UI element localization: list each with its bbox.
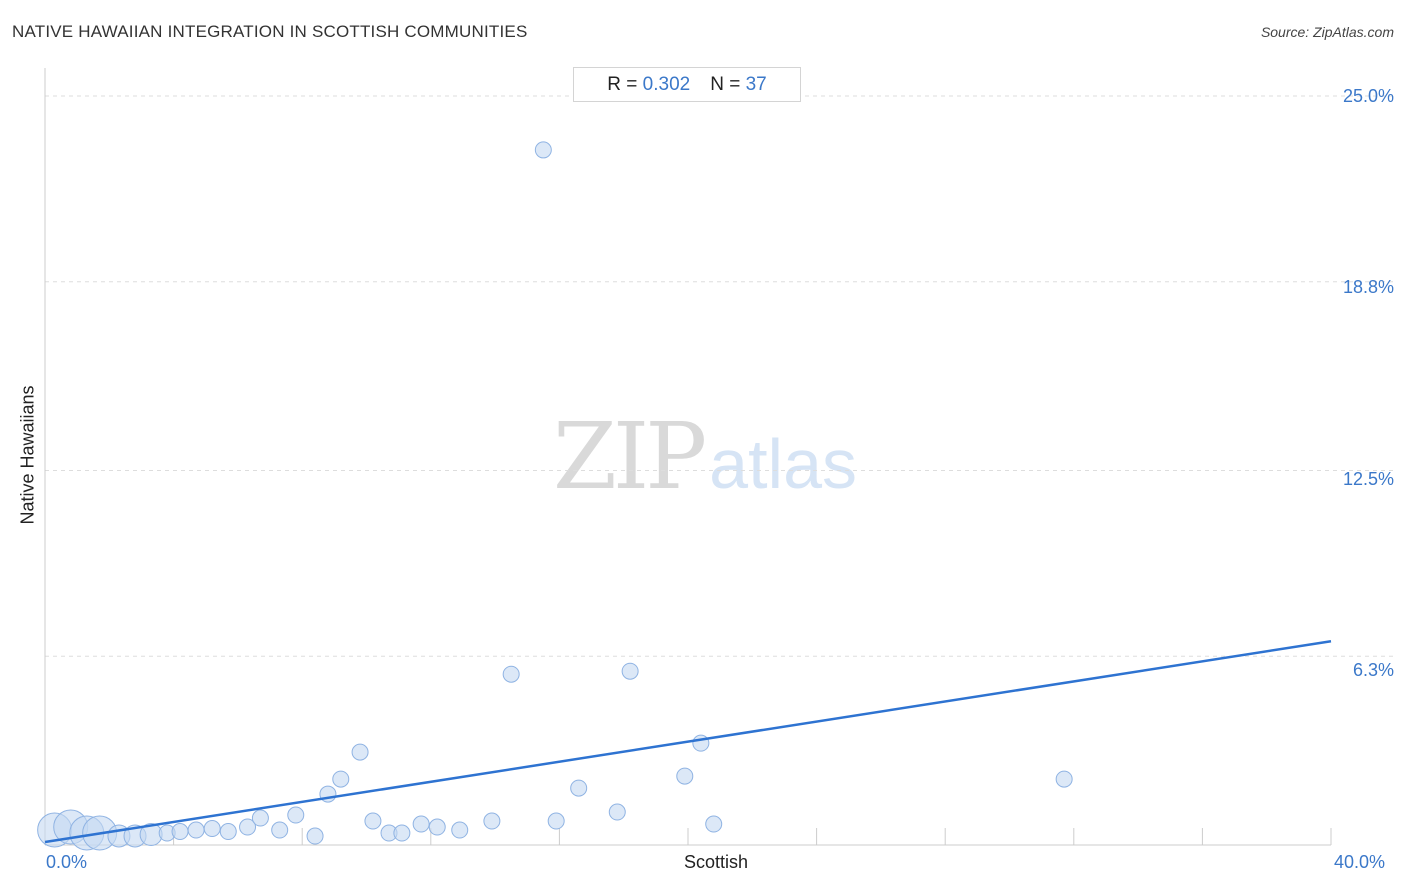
watermark-zip: ZIP (553, 403, 707, 510)
source-credit: Source: ZipAtlas.com (1260, 24, 1394, 40)
n-value: 37 (745, 73, 767, 95)
y-tick-label-25: 25.0% (1342, 86, 1394, 106)
stats-box: R = 0.302 N = 37 (573, 67, 801, 102)
x-tick-label-min: 0.0% (46, 852, 88, 872)
data-point (251, 809, 269, 827)
data-point (332, 770, 350, 788)
trend-layer (44, 640, 1332, 844)
data-point (1055, 770, 1073, 788)
data-point (451, 821, 469, 839)
data-point (351, 743, 369, 761)
data-point (287, 806, 305, 824)
r-label: R = (607, 73, 638, 95)
y-tick-label-18-8: 18.8% (1342, 277, 1394, 297)
data-point (219, 823, 237, 841)
grid-layer (45, 95, 1395, 657)
data-point (364, 812, 382, 830)
data-point (428, 818, 446, 836)
data-point (570, 779, 588, 797)
y-tick-label-6-3: 6.3% (1352, 660, 1394, 680)
data-point (608, 803, 626, 821)
n-label: N = (710, 73, 741, 95)
data-point (203, 820, 221, 838)
data-point (705, 815, 723, 833)
data-point (676, 767, 694, 785)
x-tick-label-max: 40.0% (1334, 852, 1386, 872)
watermark: ZIPatlas (553, 402, 857, 512)
data-point (483, 812, 501, 830)
trend-line (44, 640, 1332, 844)
y-tick-label-12-5: 12.5% (1342, 469, 1394, 489)
data-point (534, 141, 552, 159)
y-axis-label: Native Hawaiians (17, 385, 38, 525)
data-point (393, 824, 411, 842)
chart-title: NATIVE HAWAIIAN INTEGRATION IN SCOTTISH … (12, 22, 528, 41)
data-point (271, 821, 289, 839)
data-point (171, 823, 189, 841)
data-point (547, 812, 565, 830)
watermark-atlas: atlas (709, 425, 858, 503)
data-point (502, 665, 520, 683)
data-point (239, 818, 257, 836)
data-point (187, 821, 205, 839)
axis-layer (44, 68, 1332, 846)
x-axis-label: Scottish (683, 852, 749, 872)
point-layer (37, 141, 1073, 851)
data-point (412, 815, 430, 833)
data-point (306, 827, 324, 845)
data-point (621, 662, 639, 680)
r-value: 0.302 (642, 73, 691, 95)
